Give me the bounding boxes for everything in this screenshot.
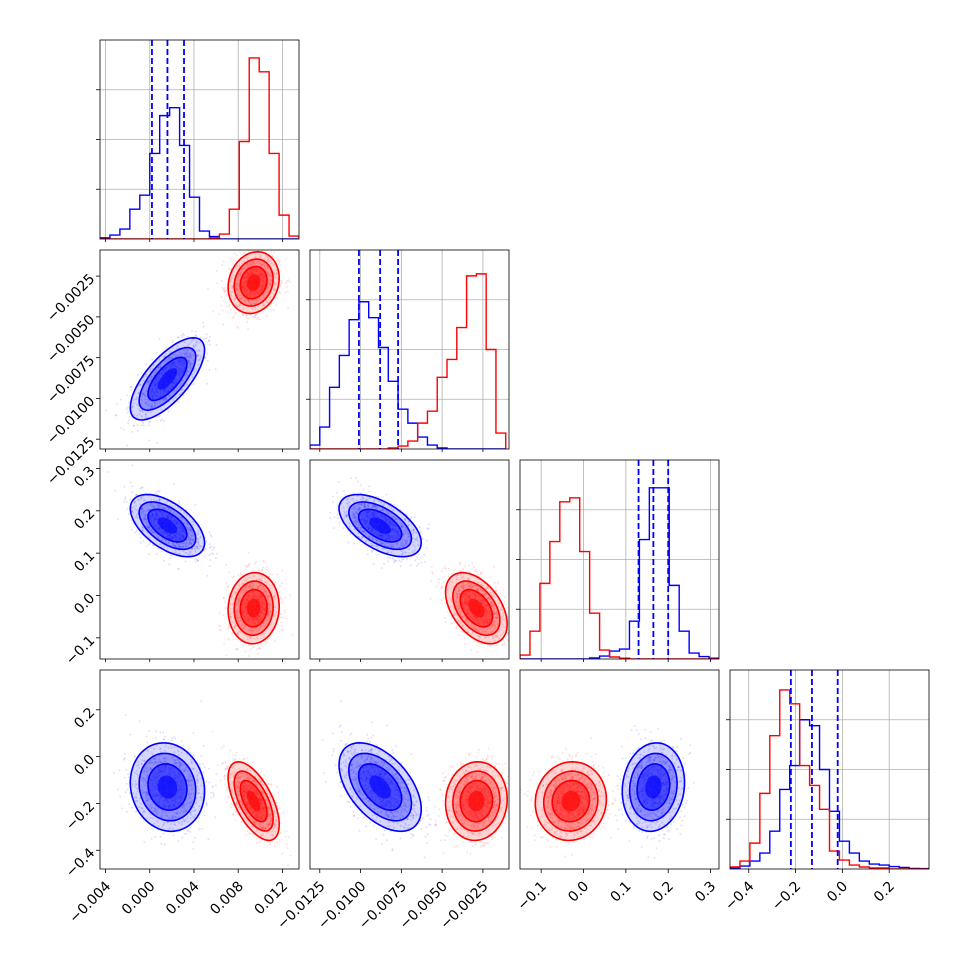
blue-contour [129,742,206,833]
blue-contour [147,763,188,811]
blue-density-level [645,775,662,799]
blue-density-level [157,368,178,390]
red-contour [444,760,509,842]
red-contour [534,760,608,842]
blue-density-level [157,517,178,534]
y-tick-label: 0.2 [71,705,98,732]
y-tick-label: 0.0 [71,590,98,617]
red-histogram [310,273,507,449]
red-contour [239,588,268,628]
red-contour [459,779,494,823]
y-tick-label: 0.0 [71,752,98,779]
y-tick-label: −0.2 [63,798,98,833]
y-tick-label: 0.2 [71,506,98,533]
blue-contour [621,742,686,833]
red-contour [239,265,268,300]
panel-frame [99,459,300,660]
red-contour [542,770,599,832]
panel-0-0 [96,39,300,242]
red-density-level [561,790,581,812]
blue-contour [138,501,197,551]
blue-contour [347,752,413,822]
red-contour [233,770,274,832]
x-tick-label: 0.004 [163,878,203,918]
x-tick-label: −0.1 [515,878,550,913]
panel-1-0: −0.0125−0.0100−0.0075−0.0050−0.0025 [44,249,300,488]
red-contour [227,571,281,645]
red-contour [444,571,509,645]
x-tick-label: 0.000 [119,878,159,918]
panel-2-1 [309,459,510,662]
y-tick-label: −0.4 [63,845,98,880]
blue-contour [357,763,403,811]
blue-contour [338,741,422,833]
blue-density-level [369,517,391,534]
red-density-level [247,790,261,812]
red-histogram [730,689,929,869]
red-contour [227,250,281,315]
blue-histogram [100,106,299,239]
panel-3-3: −0.4 −0.2 0.0 0.2 [722,669,930,914]
blue-scatter [321,700,446,859]
blue-contour [147,356,188,402]
panel-1-1 [306,249,510,452]
red-histogram [100,57,299,239]
red-density-level [468,598,485,618]
panel-3-2: −0.1 0.0 0.1 0.2 0.3 [515,669,720,914]
red-density-level [468,790,485,812]
panel-frame [309,459,510,660]
blue-contour [357,508,403,543]
x-tick-label: −0.4 [722,878,757,913]
x-tick-label: −0.2 [769,878,804,913]
panel-frame [519,669,720,870]
blue-histogram [520,487,719,659]
x-tick-label: 0.0 [565,878,592,905]
red-contour [227,760,281,842]
blue-scatter [113,700,227,850]
red-contour [233,258,274,307]
red-contour [551,779,591,823]
blue-contour [338,493,423,558]
red-contour [233,580,274,637]
red-contour [452,770,501,832]
red-contour [452,580,501,637]
blue-contour [138,752,197,822]
blue-contour [147,508,188,543]
red-density-level [247,598,261,618]
panel-frame [309,669,510,870]
blue-density-level [369,775,391,799]
blue-contour [129,493,206,558]
blue-contour [129,336,206,421]
panel-2-2 [516,459,720,662]
panel-2-0: −0.10.00.10.20.3 [63,459,300,668]
x-tick-label: 0.1 [608,878,635,905]
blue-contour [138,346,197,412]
blue-contour [347,501,413,551]
panel-frame [99,669,300,870]
red-density-level [247,274,261,291]
panel-frame [99,249,300,450]
x-tick-label: −0.004 [66,878,114,926]
panel-3-1: −0.0125−0.0100−0.0075−0.0050−0.0025 [274,669,510,933]
red-contour [239,779,268,823]
red-contour [459,588,494,628]
blue-histogram [310,301,506,449]
panel-3-0: −0.004 0.000 0.004 0.008 0.012−0.4−0.20.00.2 [63,669,300,926]
x-tick-label: 0.3 [692,878,719,905]
red-histogram [520,497,719,659]
x-tick-label: 0.0 [824,878,851,905]
x-tick-label: 0.2 [871,878,898,905]
blue-contour [636,763,671,811]
y-tick-label: −0.1 [63,633,98,668]
blue-density-level [157,775,178,799]
x-tick-label: 0.008 [207,878,247,918]
blue-histogram [730,719,929,869]
x-tick-label: 0.2 [650,878,677,905]
blue-contour [628,752,678,822]
y-tick-label: 0.1 [71,548,98,575]
